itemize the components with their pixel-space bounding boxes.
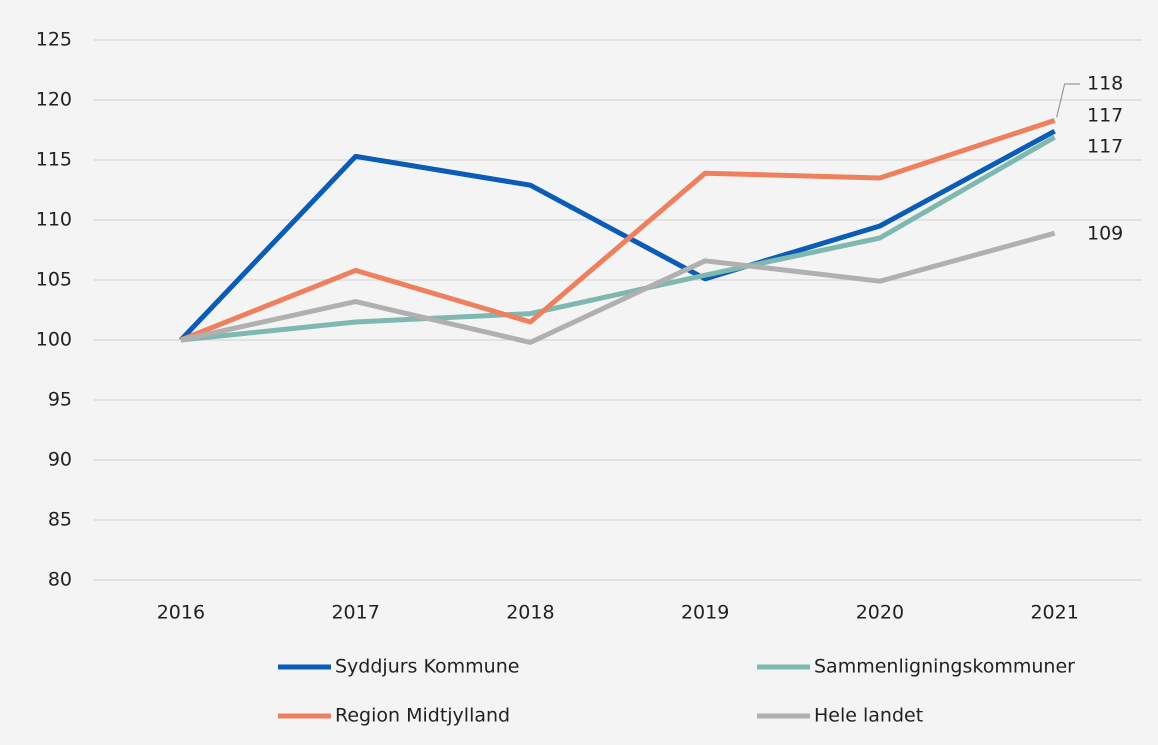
y-tick-label: 100 xyxy=(36,329,72,351)
value-label: 117 xyxy=(1087,105,1123,127)
value-label: 117 xyxy=(1087,136,1123,158)
series-line xyxy=(180,135,1056,343)
y-tick-label: 115 xyxy=(36,149,72,171)
y-tick-label: 95 xyxy=(48,389,72,411)
y-tick-label: 125 xyxy=(36,29,72,51)
y-tick-label: 80 xyxy=(48,569,72,591)
x-tick-label: 2018 xyxy=(506,602,554,624)
legend-label: Sammenligningskommuner xyxy=(814,656,1075,678)
y-tick-label: 110 xyxy=(36,209,72,231)
x-tick-label: 2021 xyxy=(1030,602,1078,624)
legend-label: Hele landet xyxy=(814,705,923,727)
series-line xyxy=(179,118,1056,343)
value-label: 118 xyxy=(1087,73,1123,95)
value-label: 109 xyxy=(1087,223,1123,245)
y-tick-label: 120 xyxy=(36,89,72,111)
legend-label: Region Midtjylland xyxy=(335,705,510,727)
leader-line xyxy=(1056,83,1080,118)
y-tick-label: 105 xyxy=(36,269,72,291)
x-tick-label: 2016 xyxy=(157,602,205,624)
y-tick-label: 90 xyxy=(48,449,72,471)
legend-label: Syddjurs Kommune xyxy=(335,656,519,678)
x-tick-label: 2019 xyxy=(681,602,729,624)
x-tick-label: 2020 xyxy=(856,602,904,624)
series-line xyxy=(180,230,1056,345)
series-line xyxy=(179,129,1056,342)
x-tick-label: 2017 xyxy=(331,602,379,624)
y-tick-label: 85 xyxy=(48,509,72,531)
